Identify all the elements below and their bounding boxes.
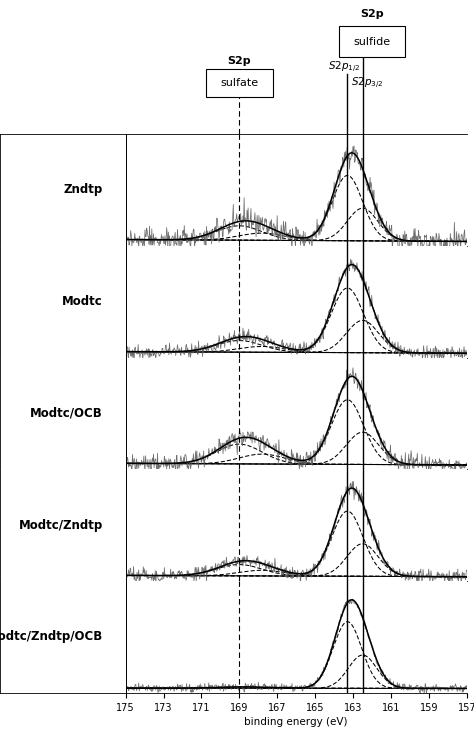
Text: sulfate: sulfate: [220, 78, 258, 88]
Text: Modtc/OCB: Modtc/OCB: [30, 407, 103, 420]
Text: Zndtp: Zndtp: [64, 183, 103, 197]
Text: sulfide: sulfide: [354, 37, 391, 47]
FancyBboxPatch shape: [339, 26, 405, 57]
Text: S2p: S2p: [228, 57, 251, 66]
X-axis label: binding energy (eV): binding energy (eV): [245, 717, 348, 726]
Text: Modtc: Modtc: [62, 295, 103, 308]
Text: $S2p_{3/2}$: $S2p_{3/2}$: [351, 75, 383, 91]
FancyBboxPatch shape: [206, 69, 273, 98]
Text: Modtc/Zndtp: Modtc/Zndtp: [19, 519, 103, 532]
Text: S2p: S2p: [360, 10, 384, 19]
Text: $S2p_{1/2}$: $S2p_{1/2}$: [328, 60, 360, 74]
Text: Modtc/Zndtp/OCB: Modtc/Zndtp/OCB: [0, 630, 103, 644]
